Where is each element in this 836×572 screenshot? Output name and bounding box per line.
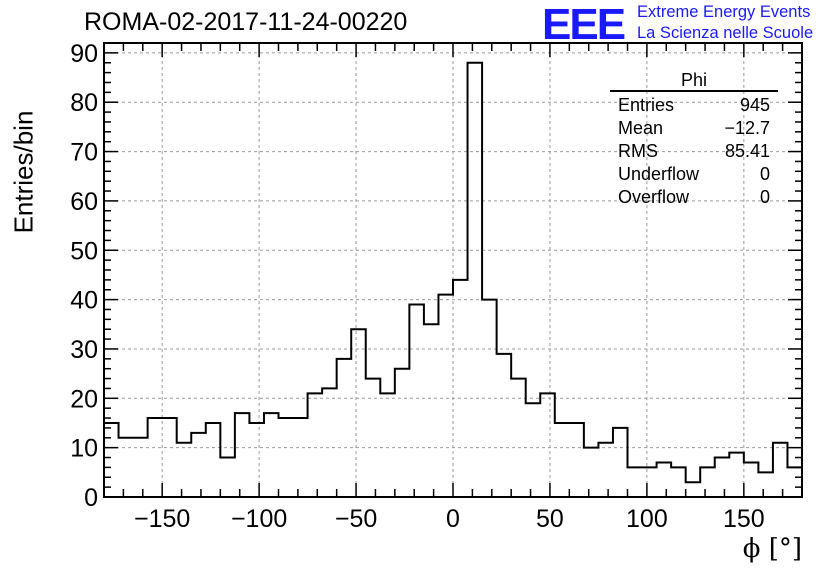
y-tick-label: 60 — [70, 188, 98, 216]
histogram-bin — [366, 379, 381, 497]
stats-label: RMS — [618, 141, 658, 161]
stats-label: Underflow — [618, 164, 700, 184]
histogram-bin — [235, 413, 250, 497]
x-tick-label: 0 — [446, 505, 460, 533]
y-tick-label: 30 — [70, 336, 98, 364]
histogram-bin — [395, 369, 410, 497]
histogram-bin — [628, 467, 643, 497]
stats-row-entries: Entries 945 — [610, 94, 778, 117]
histogram-bin — [700, 467, 715, 497]
histogram-bin — [497, 354, 512, 497]
histogram-bin — [351, 329, 366, 497]
histogram-bin — [758, 472, 773, 497]
stats-value: 0 — [759, 164, 770, 184]
histogram-bin — [322, 388, 337, 497]
histogram-bin — [337, 359, 352, 497]
stats-row-mean: Mean −12.7 — [610, 117, 778, 140]
histogram-bin — [526, 403, 541, 497]
logo-text-line2: La Scienza nelle Scuole — [637, 24, 814, 42]
histogram-bin — [206, 423, 221, 497]
histogram-bin — [715, 458, 730, 497]
histogram-bin — [671, 467, 686, 497]
x-tick-label: −50 — [335, 505, 377, 533]
histogram-bin — [438, 295, 453, 497]
stats-row-underflow: Underflow 0 — [610, 163, 778, 186]
logo-text-line1: Extreme Energy Events — [637, 3, 811, 21]
histogram-bin — [119, 438, 134, 497]
stats-box-title: Phi — [610, 70, 778, 92]
histogram-bin — [584, 448, 599, 497]
x-tick-label: 150 — [723, 505, 765, 533]
histogram-bin — [133, 438, 148, 497]
x-tick-label: −100 — [231, 505, 287, 533]
histogram-bin — [424, 324, 439, 497]
y-tick-label: 80 — [70, 89, 98, 117]
histogram-bin — [177, 443, 192, 497]
histogram-bin — [511, 379, 526, 497]
histogram-bin — [220, 458, 235, 497]
x-tick-label: 50 — [536, 505, 564, 533]
histogram-bin — [308, 393, 323, 497]
histogram-bin — [540, 393, 555, 497]
stats-row-rms: RMS 85.41 — [610, 140, 778, 163]
y-tick-label: 20 — [70, 385, 98, 413]
histogram-bin — [773, 443, 788, 497]
histogram-bin — [555, 423, 570, 497]
histogram-bin — [191, 433, 206, 497]
x-axis-title: ϕ [°] — [742, 534, 802, 564]
histogram-bin — [148, 418, 163, 497]
y-tick-label: 40 — [70, 287, 98, 315]
histogram-bin — [787, 467, 802, 497]
stats-value: 85.41 — [724, 141, 770, 161]
histogram-bin — [380, 393, 395, 497]
stats-value: 0 — [759, 187, 770, 207]
histogram-bin — [162, 418, 177, 497]
histogram-bin — [409, 305, 424, 497]
stats-label: Mean — [618, 118, 664, 138]
histogram-outline — [103, 61, 803, 497]
histogram-bin — [729, 453, 744, 497]
y-tick-label: 70 — [70, 139, 98, 167]
stats-label: Entries — [618, 95, 675, 115]
histogram-bin — [657, 462, 672, 497]
histogram-bin — [264, 413, 279, 497]
histogram-bin — [104, 423, 119, 497]
histogram-bin — [642, 467, 657, 497]
eee-logo-mark: EEE — [542, 0, 626, 49]
x-tick-label: 100 — [626, 505, 668, 533]
histogram-bin — [598, 443, 613, 497]
histogram-bin — [293, 418, 308, 497]
stats-box: Phi Entries 945 Mean −12.7 RMS 85.41 Und… — [610, 70, 778, 209]
histogram-bin — [686, 482, 701, 497]
stats-value: 945 — [739, 95, 770, 115]
histogram-bin — [468, 63, 483, 497]
y-tick-label: 0 — [84, 484, 98, 512]
stats-row-overflow: Overflow 0 — [610, 186, 778, 209]
histogram-bin — [569, 423, 584, 497]
stats-label: Overflow — [618, 187, 690, 207]
histogram-bin — [249, 423, 264, 497]
histogram-bin — [744, 462, 759, 497]
y-tick-label: 10 — [70, 435, 98, 463]
y-tick-label: 90 — [70, 40, 98, 68]
histogram-bin — [482, 300, 497, 497]
histogram-bin — [279, 418, 294, 497]
chart-title: ROMA-02-2017-11-24-00220 — [84, 8, 408, 36]
histogram-bin — [453, 280, 468, 497]
x-tick-label: −150 — [134, 505, 190, 533]
histogram-bin — [613, 428, 628, 497]
stats-value: −12.7 — [724, 118, 770, 138]
y-tick-label: 50 — [70, 237, 98, 265]
